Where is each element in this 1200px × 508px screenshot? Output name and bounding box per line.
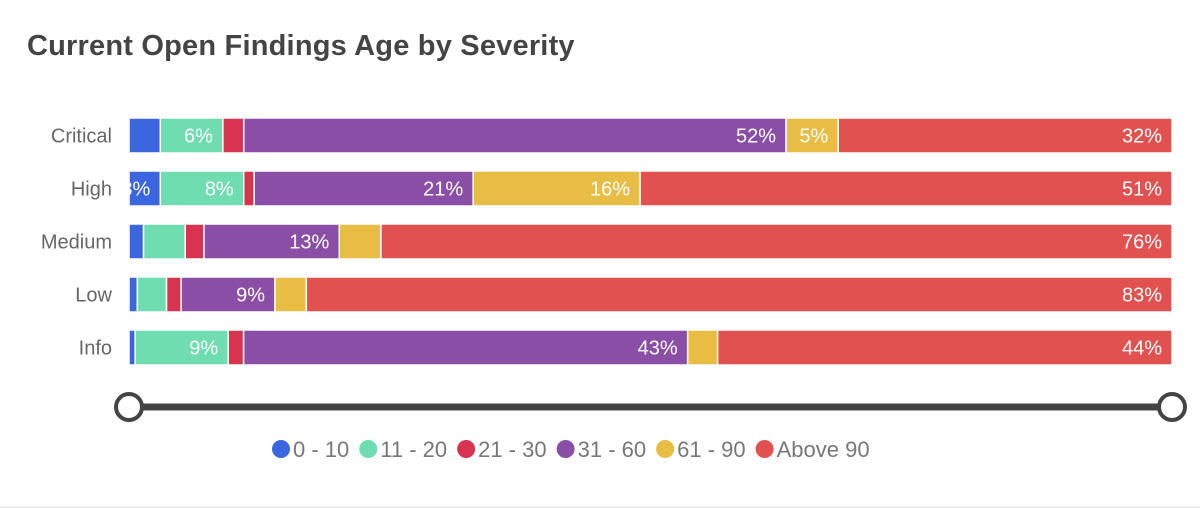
bar-info-61-90[interactable] bbox=[686, 329, 719, 366]
chart-title: Current Open Findings Age by Severity bbox=[27, 30, 575, 62]
bar-high-above-90[interactable] bbox=[639, 170, 1173, 207]
data-label-medium-31-60: 13% bbox=[289, 232, 329, 254]
bar-medium-21-30[interactable] bbox=[184, 223, 205, 260]
data-label-low-31-60: 9% bbox=[236, 285, 265, 307]
bar-high-11-20[interactable] bbox=[159, 170, 245, 207]
bar-critical-21-30[interactable] bbox=[222, 117, 245, 154]
bar-critical-31-60[interactable] bbox=[242, 117, 787, 154]
legend-item-21-30[interactable]: 21 - 30 bbox=[457, 437, 547, 462]
legend-marker-61-90 bbox=[656, 440, 675, 458]
bar-info-0-10[interactable] bbox=[128, 329, 136, 366]
legend-marker-above-90 bbox=[755, 440, 774, 458]
bar-critical-0-10[interactable] bbox=[128, 117, 162, 154]
data-label-high-0-10: 3% bbox=[121, 179, 150, 201]
bar-critical-61-90[interactable] bbox=[785, 117, 839, 154]
data-label-critical-31-60: 52% bbox=[736, 126, 776, 148]
legend-label-31-60: 31 - 60 bbox=[578, 437, 647, 462]
bar-low-11-20[interactable] bbox=[136, 276, 168, 313]
legend-marker-21-30 bbox=[457, 440, 476, 458]
bar-low-31-60[interactable] bbox=[180, 276, 276, 313]
bar-medium-0-10[interactable] bbox=[128, 223, 145, 260]
bar-high-21-30[interactable] bbox=[242, 170, 255, 207]
category-axis-labels: Critical High Medium Low Info bbox=[41, 126, 113, 360]
bar-medium-31-60[interactable] bbox=[203, 223, 341, 260]
bar-critical-above-90[interactable] bbox=[837, 117, 1173, 154]
bar-medium-61-90[interactable] bbox=[338, 223, 382, 260]
data-label-low-above-90: 83% bbox=[1122, 285, 1162, 307]
category-label-info: Info bbox=[79, 338, 112, 360]
bar-area: 6% 52% 5% 32% 3% 8% 21% 16% 51% 13% 76% 9% 83% 9% 43% 4… bbox=[121, 117, 1173, 366]
data-label-medium-above-90: 76% bbox=[1122, 232, 1162, 254]
bar-low-61-90[interactable] bbox=[274, 276, 308, 313]
category-label-high: High bbox=[71, 179, 112, 201]
slider-handle-left[interactable] bbox=[114, 392, 144, 422]
bar-medium-11-20[interactable] bbox=[142, 223, 186, 260]
legend-label-11-20: 11 - 20 bbox=[380, 437, 447, 462]
data-label-high-11-20: 8% bbox=[205, 179, 234, 201]
category-label-low: Low bbox=[75, 285, 112, 307]
legend-label-21-30: 21 - 30 bbox=[478, 437, 547, 462]
data-label-info-31-60: 43% bbox=[638, 338, 678, 360]
category-label-critical: Critical bbox=[51, 126, 112, 148]
bar-low-above-90[interactable] bbox=[305, 276, 1173, 313]
bar-info-above-90[interactable] bbox=[716, 329, 1173, 366]
data-label-info-11-20: 9% bbox=[189, 338, 218, 360]
legend-marker-11-20 bbox=[359, 440, 378, 458]
legend-label-61-90: 61 - 90 bbox=[677, 437, 746, 462]
bar-info-21-30[interactable] bbox=[227, 329, 245, 366]
data-label-high-61-90: 16% bbox=[590, 179, 630, 201]
data-label-critical-above-90: 32% bbox=[1122, 126, 1162, 148]
bar-low-0-10[interactable] bbox=[128, 276, 139, 313]
bar-info-11-20[interactable] bbox=[134, 329, 229, 366]
bar-low-21-30[interactable] bbox=[165, 276, 182, 313]
legend-label-above-90: Above 90 bbox=[777, 437, 870, 462]
category-label-medium: Medium bbox=[41, 232, 112, 254]
data-label-info-above-90: 44% bbox=[1122, 338, 1162, 360]
bar-medium-above-90[interactable] bbox=[380, 223, 1173, 260]
legend-marker-0-10 bbox=[272, 440, 290, 458]
data-label-critical-61-90: 5% bbox=[799, 126, 828, 148]
legend: 0 - 10 11 - 20 21 - 30 31 - 60 61 - 90 Above … bbox=[272, 437, 870, 462]
legend-item-61-90[interactable]: 61 - 90 bbox=[656, 437, 746, 462]
slider-handle-right[interactable] bbox=[1157, 392, 1187, 422]
legend-item-above-90[interactable]: Above 90 bbox=[755, 437, 870, 462]
data-label-critical-11-20: 6% bbox=[184, 126, 213, 148]
legend-label-0-10: 0 - 10 bbox=[293, 437, 349, 462]
legend-item-0-10[interactable]: 0 - 10 bbox=[272, 437, 349, 462]
legend-item-11-20[interactable]: 11 - 20 bbox=[359, 437, 447, 462]
data-label-high-31-60: 21% bbox=[423, 179, 463, 201]
legend-item-31-60[interactable]: 31 - 60 bbox=[556, 437, 647, 462]
bar-info-31-60[interactable] bbox=[242, 329, 689, 366]
bottom-divider bbox=[0, 506, 1200, 508]
range-slider[interactable] bbox=[114, 392, 1187, 422]
bar-critical-11-20[interactable] bbox=[159, 117, 224, 154]
bar-high-31-60[interactable] bbox=[253, 170, 474, 207]
data-label-high-above-90: 51% bbox=[1122, 179, 1162, 201]
bar-high-0-10[interactable] bbox=[128, 170, 162, 207]
legend-marker-31-60 bbox=[556, 440, 575, 458]
